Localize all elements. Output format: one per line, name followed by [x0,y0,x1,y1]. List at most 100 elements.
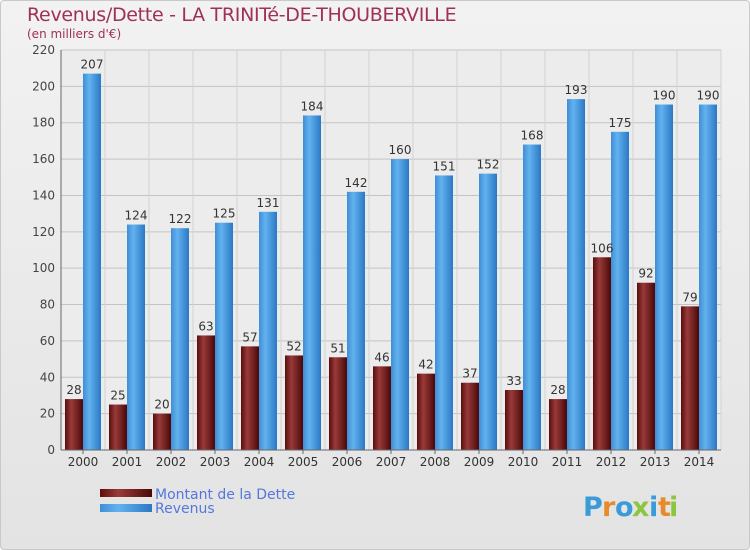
x-tick-label: 2014 [684,455,715,469]
logo-letter: P [583,492,603,523]
value-label-revenus: 160 [389,143,412,157]
value-label-revenus: 175 [609,116,632,130]
value-label-revenus: 142 [345,176,368,190]
bar-dette [461,382,479,450]
value-label-dette: 37 [462,367,477,381]
x-tick-label: 2010 [508,455,539,469]
value-label-revenus: 168 [521,129,544,143]
value-label-revenus: 131 [257,196,280,210]
bar-revenus [127,224,145,450]
bar-revenus [83,73,101,451]
value-label-revenus: 152 [477,158,500,172]
bar-revenus [435,175,453,451]
bar-dette [505,390,523,450]
bar-dette [241,346,259,450]
legend-label-revenus: Revenus [155,501,215,517]
logo-letter: r [602,492,616,523]
bar-dette [593,257,611,450]
value-label-dette: 28 [66,383,81,397]
y-tick-label: 0 [47,443,55,457]
value-label-dette: 57 [242,330,257,344]
y-tick-label: 40 [40,370,55,384]
value-label-dette: 42 [418,358,433,372]
bar-revenus [347,191,365,450]
x-tick-label: 2003 [200,455,231,469]
bar-dette [549,399,567,450]
x-tick-label: 2007 [376,455,407,469]
y-tick-label: 100 [32,261,55,275]
value-label-revenus: 151 [433,159,456,173]
x-tick-label: 2009 [464,455,495,469]
value-label-dette: 52 [286,339,301,353]
bar-revenus [567,99,585,450]
value-label-revenus: 190 [697,89,720,103]
value-label-dette: 25 [110,389,125,403]
value-label-revenus: 124 [125,209,148,223]
bar-dette [153,413,171,450]
chart-title: Revenus/Dette - LA TRINITé-DE-THOUBERVIL… [27,4,457,26]
x-tick-label: 2012 [596,455,627,469]
x-tick-label: 2002 [156,455,187,469]
bar-revenus [699,104,717,450]
value-label-dette: 28 [550,383,565,397]
value-label-revenus: 122 [169,212,192,226]
value-label-revenus: 184 [301,99,324,113]
chart-subtitle: (en milliers d'€) [27,27,122,41]
value-label-dette: 46 [374,350,389,364]
bar-revenus [303,115,321,451]
bar-dette [329,357,347,450]
value-label-revenus: 125 [213,207,236,221]
bar-revenus [479,173,497,451]
y-tick-label: 180 [32,116,55,130]
legend-label-debt: Montant de la Dette [155,487,295,503]
bar-revenus [611,131,629,450]
x-tick-label: 2013 [640,455,671,469]
value-label-dette: 33 [506,374,521,388]
bar-dette [417,373,435,450]
y-tick-label: 60 [40,334,55,348]
logo-letter: o [615,492,634,523]
x-tick-label: 2001 [112,455,143,469]
bar-dette [197,335,215,450]
x-tick-label: 2008 [420,455,451,469]
x-tick-label: 2011 [552,455,583,469]
bar-revenus [391,159,409,450]
y-tick-label: 200 [32,79,55,93]
bar-revenus [655,104,673,450]
bar-revenus [215,222,233,450]
y-tick-label: 20 [40,407,55,421]
x-tick-label: 2005 [288,455,319,469]
bar-dette [373,366,391,450]
bar-revenus [259,211,277,450]
logo-letter: t [658,492,671,523]
bar-dette [637,282,655,450]
bar-dette [285,355,303,450]
bar-dette [681,306,699,450]
value-label-dette: 79 [682,290,697,304]
x-tick-label: 2004 [244,455,275,469]
value-label-revenus: 190 [653,89,676,103]
y-tick-label: 140 [32,188,55,202]
bar-revenus [523,144,541,450]
legend-swatch-debt [100,489,152,497]
bar-revenus [171,228,189,450]
logo-letter: x [632,492,649,523]
y-tick-label: 220 [32,43,55,57]
x-tick-label: 2000 [68,455,99,469]
y-tick-label: 160 [32,152,55,166]
legend-swatch-revenus [100,504,152,512]
value-label-revenus: 207 [81,58,104,72]
x-tick-label: 2006 [332,455,363,469]
logo-letter: i [649,492,658,523]
value-label-revenus: 193 [565,83,588,97]
bar-dette [109,404,127,450]
value-label-dette: 106 [591,241,614,255]
value-label-dette: 63 [198,319,213,333]
bar-dette [65,399,83,450]
logo-letter: i [669,492,678,523]
y-tick-label: 120 [32,225,55,239]
value-label-dette: 92 [638,267,653,281]
value-label-dette: 51 [330,341,345,355]
